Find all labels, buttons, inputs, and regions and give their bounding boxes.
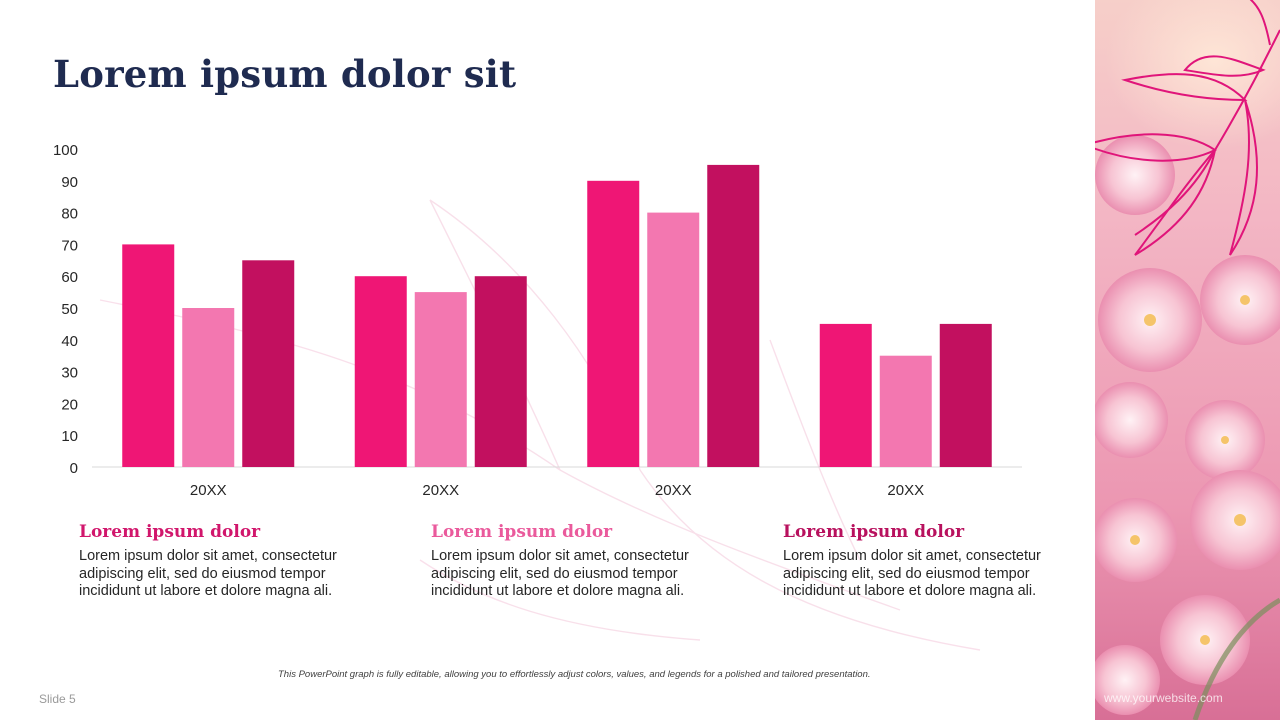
bar [354, 276, 407, 467]
bar [182, 308, 235, 467]
bar [707, 164, 760, 467]
y-tick-label: 100 [53, 142, 78, 159]
bar [879, 355, 932, 467]
bar [647, 212, 700, 467]
x-tick-label: 20XX [887, 482, 924, 499]
text-column-3: Lorem ipsum dolor Lorem ipsum dolor sit … [783, 522, 1053, 601]
chart-caption: This PowerPoint graph is fully editable,… [278, 669, 871, 680]
y-tick-label: 30 [61, 365, 78, 382]
text-column-1: Lorem ipsum dolor Lorem ipsum dolor sit … [79, 522, 349, 601]
pink-leaf-branch-icon [1095, 0, 1280, 256]
bar [939, 323, 992, 467]
bar [587, 180, 640, 468]
text-column-2: Lorem ipsum dolor Lorem ipsum dolor sit … [431, 522, 701, 601]
y-tick-label: 40 [61, 333, 78, 350]
bar [819, 323, 872, 467]
slide-number: Slide 5 [39, 692, 76, 706]
column-heading: Lorem ipsum dolor [431, 522, 613, 542]
y-tick-label: 20 [61, 396, 78, 413]
column-heading: Lorem ipsum dolor [783, 522, 965, 542]
column-heading: Lorem ipsum dolor [79, 522, 261, 542]
x-tick-label: 20XX [655, 482, 692, 499]
website-link[interactable]: www.yourwebsite.com [1104, 691, 1223, 705]
cherry-blossom-photo [1095, 0, 1280, 720]
y-tick-label: 60 [61, 269, 78, 286]
bar [474, 276, 527, 467]
bar [242, 260, 295, 467]
y-tick-label: 0 [70, 460, 78, 477]
bar [414, 292, 467, 467]
slide-title: Lorem ipsum dolor sit [53, 52, 517, 96]
y-tick-label: 90 [61, 174, 78, 191]
x-tick-label: 20XX [422, 482, 459, 499]
bar-chart: 0 10 20 30 40 50 60 70 80 90 100 20XX 20XX 20XX 20XX [53, 142, 1022, 499]
y-tick-label: 70 [61, 237, 78, 254]
y-tick-label: 10 [61, 428, 78, 445]
column-body: Lorem ipsum dolor sit amet, consectetur … [79, 548, 337, 599]
y-tick-label: 80 [61, 206, 78, 223]
blossom-flowers [1095, 135, 1280, 720]
x-tick-label: 20XX [190, 482, 227, 499]
column-body: Lorem ipsum dolor sit amet, consectetur … [431, 548, 689, 599]
y-tick-label: 50 [61, 301, 78, 318]
bar [122, 244, 175, 467]
column-body: Lorem ipsum dolor sit amet, consectetur … [783, 548, 1041, 599]
